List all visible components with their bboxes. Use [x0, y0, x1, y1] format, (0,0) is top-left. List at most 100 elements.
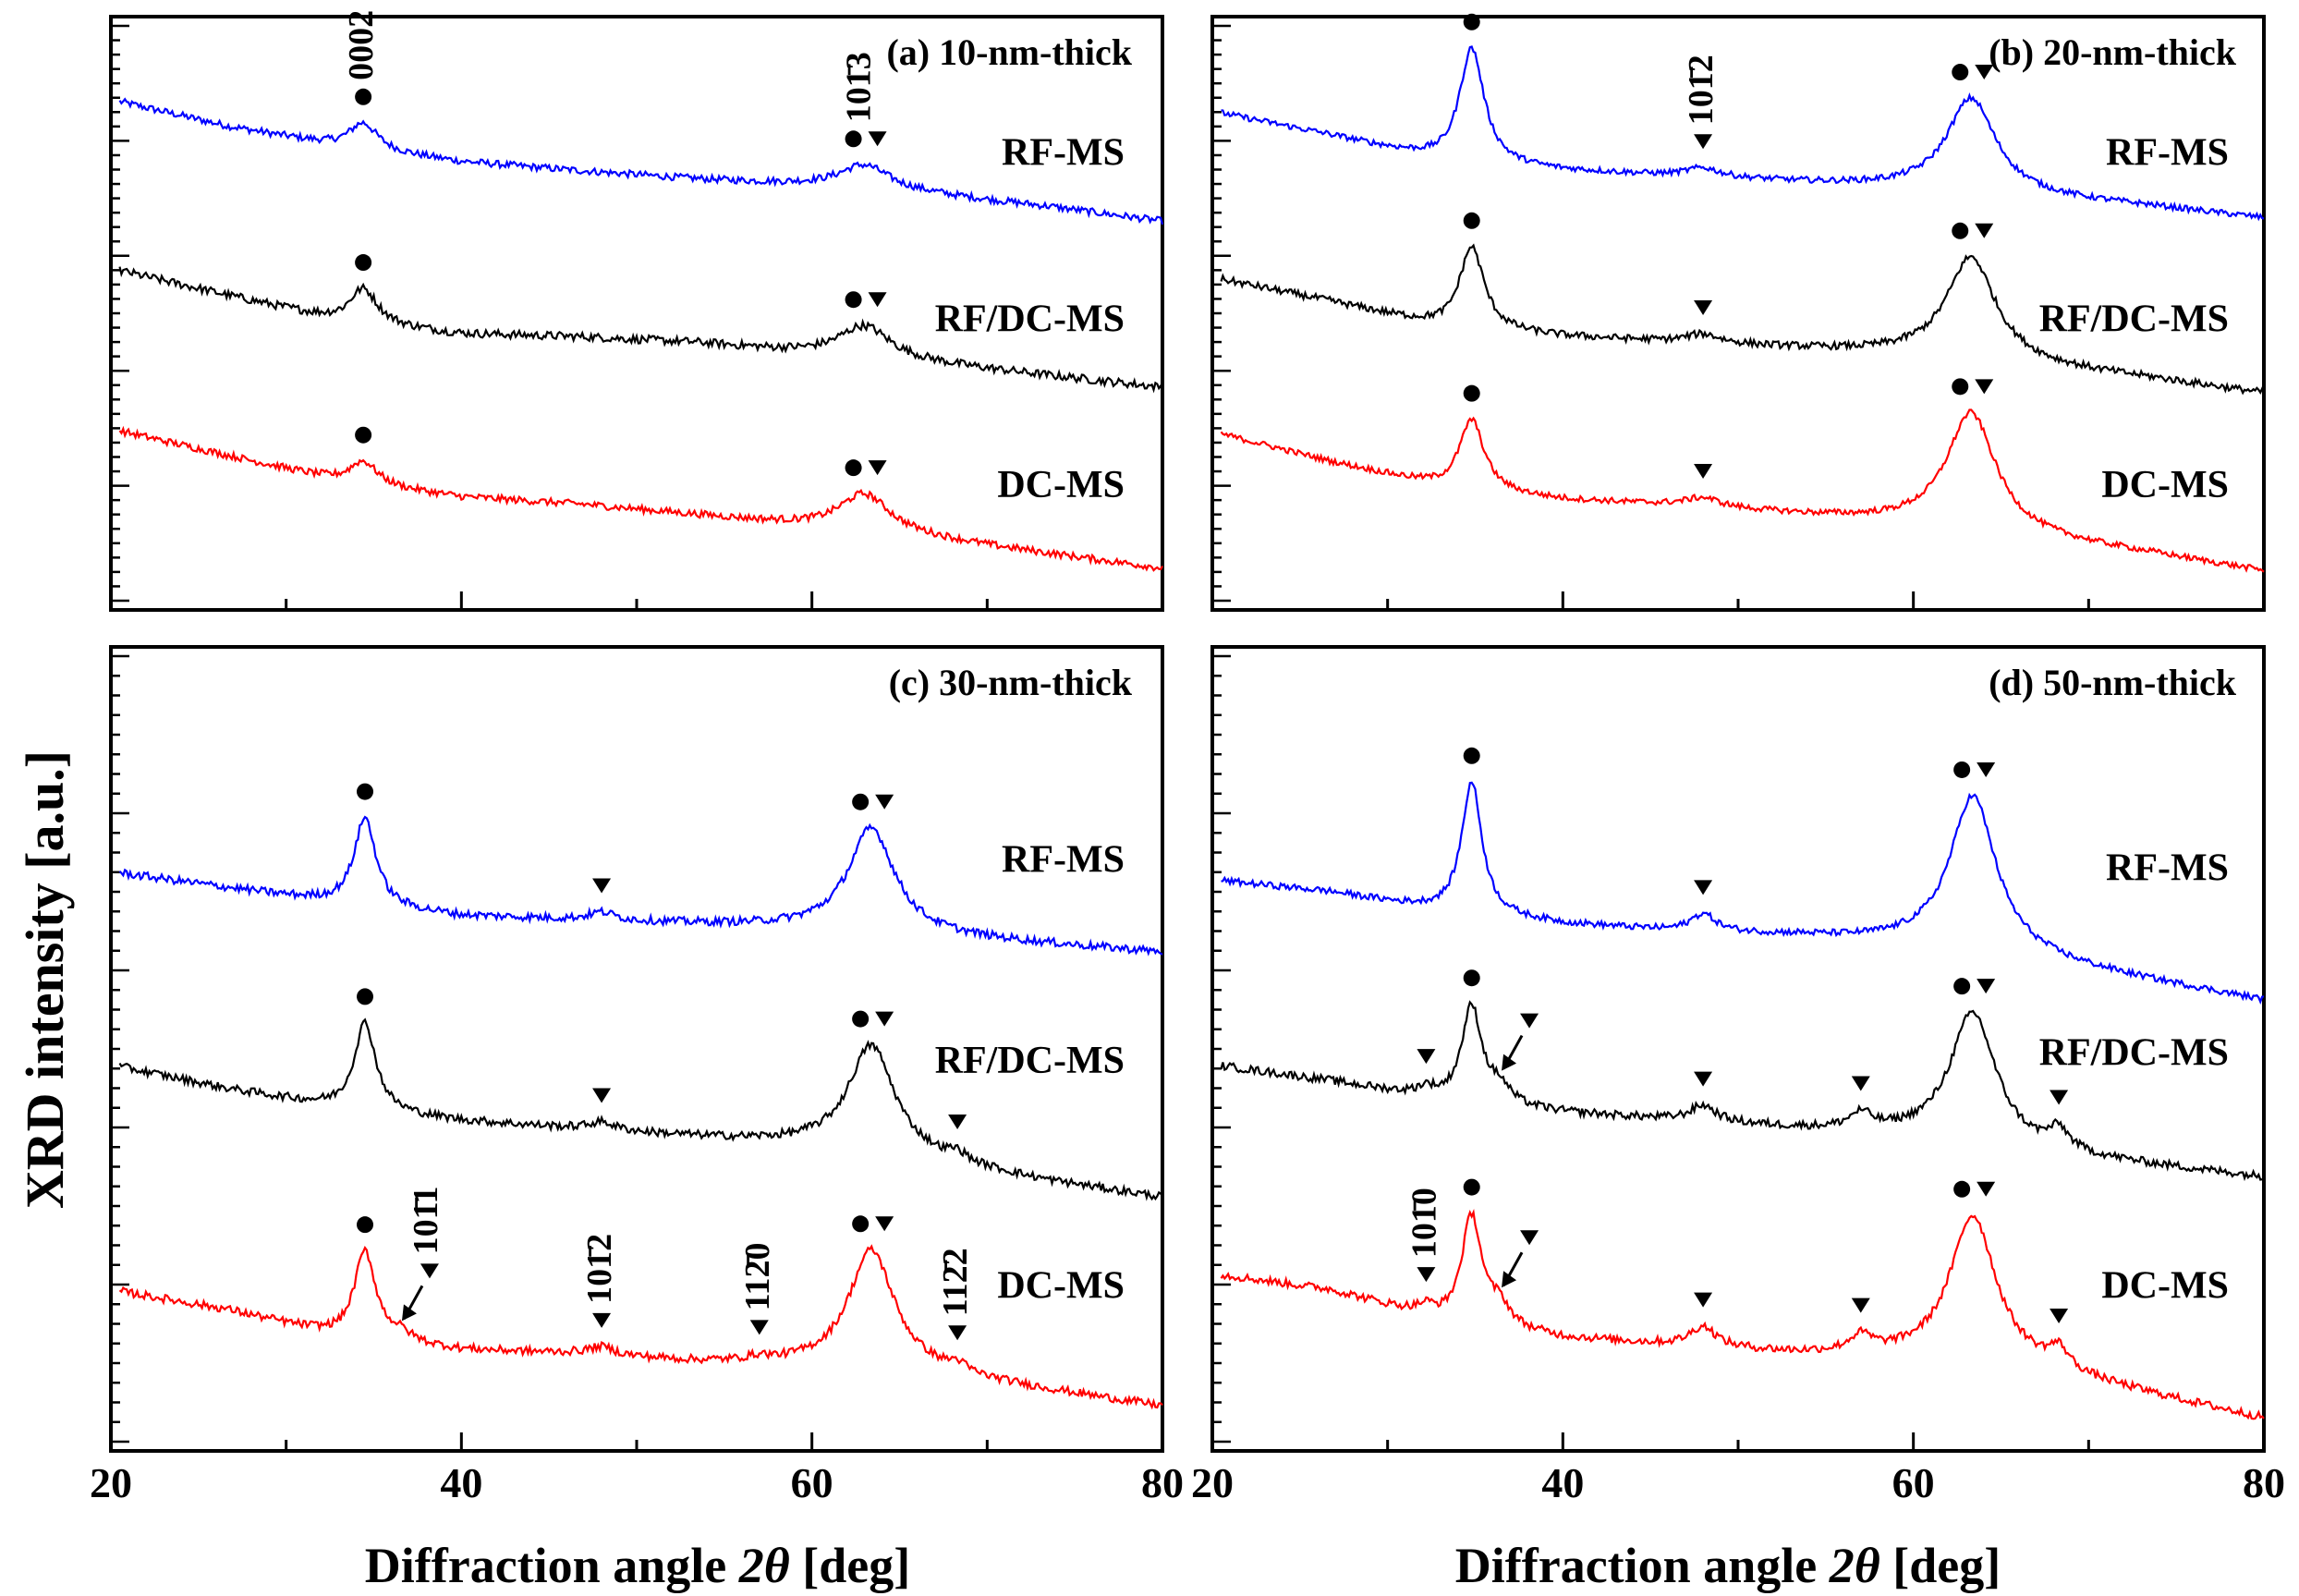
zno-marker-circle [1463, 969, 1480, 987]
miller-index-label: 112̄0 [738, 1243, 777, 1311]
zno-marker-circle [852, 793, 870, 810]
x-tick-label: 20 [1191, 1459, 1234, 1506]
phase-marker-triangle [948, 1325, 967, 1341]
series-line-dc-ms [118, 425, 1163, 572]
zno-marker-circle [852, 1215, 870, 1233]
series-label: DC-MS [997, 464, 1125, 506]
zno-marker-circle [845, 459, 862, 477]
series-label: RF/DC-MS [2039, 1031, 2229, 1074]
phase-marker-triangle [1520, 1230, 1539, 1246]
peak-arrow-head [1502, 1271, 1517, 1288]
series-line-dc-ms [118, 1244, 1163, 1410]
panel-title: (d) 50-nm-thick [1989, 662, 2237, 703]
phase-marker-triangle [1851, 1298, 1870, 1313]
zno-marker-circle [357, 783, 374, 800]
miller-index-label: 0002 [342, 10, 381, 80]
zno-marker-circle [1463, 747, 1480, 764]
zno-marker-circle [845, 130, 862, 148]
zno-marker-circle [1952, 222, 1969, 239]
series-line-rf-dc-ms [118, 1017, 1163, 1201]
panel-title: (b) 20-nm-thick [1989, 31, 2237, 73]
miller-index-label: 101̄2 [580, 1234, 619, 1304]
zno-marker-circle [1463, 13, 1480, 30]
panel-c: 20 40 60 80 (c) 30-nm-thick RF-MS RF/DC-MS DC-M… [90, 645, 1184, 1506]
panel-d: 20 40 60 80 (d) 50-nm-thick RF-MS RF/DC-MS DC-M… [1191, 645, 2285, 1506]
zno-marker-circle [357, 1216, 374, 1234]
panel-b: (b) 20-nm-thick RF-MS RF/DC-MS DC-MS 101̄2 [1210, 13, 2266, 612]
phase-marker-triangle [875, 1216, 894, 1232]
y-axis-label: XRD intensity [a.u.] [15, 750, 75, 1209]
phase-marker-triangle [1694, 300, 1713, 316]
zno-marker-circle [1953, 978, 1971, 995]
series-label: RF/DC-MS [935, 1040, 1125, 1082]
series-label: RF/DC-MS [935, 298, 1125, 340]
zno-marker-circle [355, 426, 372, 444]
series-label: RF-MS [2106, 847, 2229, 889]
phase-marker-triangle [2050, 1090, 2069, 1105]
zno-marker-circle [1952, 64, 1969, 81]
series-line-rf-ms [118, 97, 1164, 225]
series-line-rf-ms [118, 815, 1163, 956]
phase-marker-triangle [1694, 880, 1713, 895]
phase-marker-triangle [420, 1263, 439, 1279]
phase-marker-triangle [1417, 1049, 1436, 1065]
miller-index-label: 101̄3 [840, 52, 879, 122]
phase-marker-triangle [875, 1011, 894, 1027]
phase-marker-triangle [875, 794, 894, 810]
series-label: RF-MS [1002, 839, 1125, 882]
zno-marker-circle [357, 988, 374, 1005]
zno-marker-circle [845, 291, 862, 309]
panel-a: (a) 10-nm-thick RF-MS RF/DC-MS DC-MS 0002 101… [109, 10, 1164, 612]
series-label: RF-MS [1002, 132, 1125, 175]
x-axis-label-right: Diffraction angle 2θ [deg] [1455, 1538, 2001, 1593]
phase-marker-triangle [1417, 1267, 1436, 1283]
miller-index-label: 101̄2 [1682, 55, 1721, 125]
phase-marker-triangle [1975, 379, 1994, 395]
zno-marker-circle [1463, 212, 1480, 229]
miller-index-label: 101̄1 [407, 1186, 445, 1254]
series-line-dc-ms [1220, 1209, 2265, 1420]
phase-marker-triangle [868, 460, 887, 476]
zno-marker-circle [852, 1010, 870, 1028]
x-tick-label: 40 [440, 1459, 482, 1506]
zno-marker-circle [1463, 1178, 1480, 1196]
phase-marker-triangle [1694, 1292, 1713, 1308]
x-axis-label-left: Diffraction angle 2θ [deg] [365, 1538, 910, 1593]
peak-arrow-head [1502, 1054, 1517, 1071]
panel-title: (c) 30-nm-thick [889, 662, 1133, 703]
phase-marker-triangle [2050, 1308, 2069, 1323]
miller-index-label: 112̄2 [936, 1248, 975, 1316]
phase-marker-triangle [1520, 1013, 1539, 1029]
phase-marker-triangle [592, 1088, 612, 1103]
series-line-rf-ms [1221, 781, 2265, 1005]
phase-marker-triangle [1694, 134, 1713, 150]
x-tick-label: 60 [791, 1459, 833, 1506]
series-label: DC-MS [2101, 464, 2229, 506]
series-line-rf-dc-ms [1220, 1000, 2265, 1182]
series-line-rf-dc-ms [118, 266, 1164, 394]
miller-index-label: 101̄0 [1405, 1188, 1443, 1258]
x-tick-label: 80 [1141, 1459, 1184, 1506]
phase-marker-triangle [749, 1320, 769, 1335]
phase-marker-triangle [1977, 1181, 1996, 1197]
phase-marker-triangle [1977, 761, 1996, 777]
series-label: RF-MS [2106, 132, 2229, 175]
phase-marker-triangle [1975, 65, 1994, 80]
phase-marker-triangle [1694, 464, 1713, 480]
phase-marker-triangle [868, 131, 887, 147]
series-label: DC-MS [2101, 1265, 2229, 1308]
phase-marker-triangle [1851, 1076, 1870, 1091]
phase-marker-triangle [1975, 223, 1994, 238]
peak-arrow-head [401, 1304, 417, 1322]
zno-marker-circle [1463, 384, 1480, 402]
series-label: DC-MS [997, 1265, 1125, 1308]
zno-marker-circle [1953, 761, 1971, 778]
zno-marker-circle [355, 88, 372, 105]
phase-marker-triangle [1977, 979, 1996, 994]
phase-marker-triangle [948, 1115, 967, 1130]
phase-marker-triangle [868, 292, 887, 308]
x-tick-label: 60 [1892, 1459, 1935, 1506]
phase-marker-triangle [592, 878, 612, 894]
panel-title: (a) 10-nm-thick [886, 31, 1132, 73]
